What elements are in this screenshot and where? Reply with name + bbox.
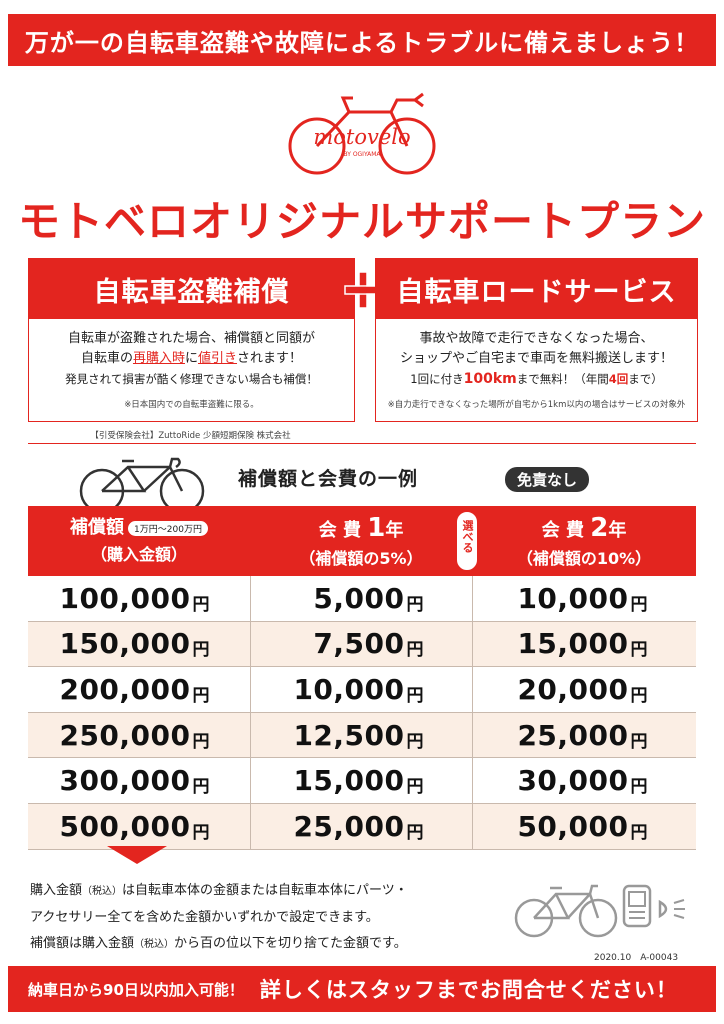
- road-title: 自転車ロードサービス: [376, 259, 697, 319]
- theft-line1: 自転車が盗難された場合、補償額と同額が: [67, 331, 315, 346]
- fee-2year-cell: 15,000 円: [472, 621, 696, 667]
- fee-1year-cell: 25,000 円: [250, 803, 472, 849]
- header-compensation: 補償額 1万円～200万円 （購入金額）: [28, 506, 250, 576]
- fee-1year-cell: 15,000 円: [250, 758, 472, 803]
- compensation-cell: 250,000 円: [59, 718, 210, 752]
- theft-line2: 自転車の再購入時に値引きされます！: [80, 351, 303, 366]
- cycle-computer-icon: [622, 884, 652, 928]
- road-line3: 1回に付き100kmまで無料！（年間4回まで）: [410, 371, 663, 387]
- compensation-cell: 500,000 円: [59, 809, 210, 843]
- header-fee-2year: 会 費 2年 （補償額の10%）: [516, 513, 652, 568]
- note-line2: アクセサリー全てを含めた金額かいずれかで設定できます。: [30, 910, 379, 925]
- choose-badge: 選べる: [455, 510, 479, 572]
- bottom-banner-left: 納車日から90日以内加入可能！: [28, 980, 244, 999]
- table-heading: 補償額と会費の一例: [238, 468, 419, 490]
- logo-text: motovelo: [313, 125, 410, 149]
- compensation-cell: 200,000 円: [59, 672, 210, 706]
- fee-table-body: 100,000 円 5,000 円 10,000 円 150,000 円 7,500 円 …: [28, 576, 696, 850]
- fee-1year-cell: 12,500 円: [250, 712, 472, 758]
- theft-line3: 発見されて損害が酷く修理できない場合も補償！: [65, 372, 318, 386]
- table-row: 200,000 円 10,000 円 20,000 円: [28, 667, 696, 713]
- note-line1: 購入金額（税込）は自転車本体の金額または自転車本体にパーツ・: [30, 883, 408, 898]
- top-banner: 万が一の自転車盗難や故障によるトラブルに備えましょう！: [8, 14, 716, 66]
- underwriter-text: 【引受保険会社】ZuttoRide 少額短期保険 株式会社: [90, 431, 291, 441]
- road-service-box: 自転車ロードサービス 事故や故障で走行できなくなった場合、 ショップやご自宅まで…: [375, 258, 698, 422]
- bottom-banner: 納車日から90日以内加入可能！ 詳しくはスタッフまでお問合せください！: [8, 966, 716, 1012]
- table-row: 150,000 円 7,500 円 15,000 円: [28, 621, 696, 668]
- theft-title: 自転車盗難補償: [29, 259, 354, 319]
- table-row: 250,000 円 12,500 円 25,000 円: [28, 712, 696, 759]
- logo-sub: BY OGIYAMA: [343, 151, 381, 158]
- fee-1year-cell: 7,500 円: [250, 621, 472, 667]
- theft-compensation-box: 自転車盗難補償 自転車が盗難された場合、補償額と同額が 自転車の再購入時に値引き…: [28, 258, 355, 422]
- fee-2year-cell: 25,000 円: [472, 712, 696, 758]
- arrow-down-icon: [107, 846, 167, 864]
- theft-note: ※日本国内での自転車盗難に限る。: [124, 400, 259, 410]
- table-row: 500,000 円 25,000 円 50,000 円: [28, 803, 696, 850]
- note-line3: 補償額は購入金額（税込）から百の位以下を切り捨てた金額です。: [30, 936, 407, 951]
- top-banner-text: 万が一の自転車盗難や故障によるトラブルに備えましょう！: [24, 28, 700, 57]
- range-pill: 1万円～200万円: [128, 520, 208, 536]
- bike-light-icon: [658, 899, 685, 919]
- notes: 購入金額（税込）は自転車本体の金額または自転車本体にパーツ・ アクセサリー全てを…: [30, 878, 408, 958]
- compensation-cell: 100,000 円: [59, 581, 210, 615]
- fee-2year-cell: 30,000 円: [472, 758, 696, 803]
- plan-title: モトベロオリジナルサポートプラン: [17, 197, 706, 246]
- fee-2year-cell: 10,000 円: [472, 576, 696, 621]
- fee-1year-cell: 10,000 円: [250, 667, 472, 712]
- fee-2year-cell: 20,000 円: [472, 667, 696, 712]
- bottom-banner-right: 詳しくはスタッフまでお問合せください！: [259, 978, 678, 1002]
- road-line2: ショップやご自宅まで車両を無料搬送します！: [399, 351, 673, 366]
- no-deductible-badge: 免責なし: [505, 467, 590, 492]
- road-line1: 事故や故障で走行できなくなった場合、: [419, 331, 654, 346]
- table-row: 100,000 円 5,000 円 10,000 円: [28, 576, 696, 622]
- fee-2year-cell: 50,000 円: [472, 803, 696, 849]
- compensation-cell: 300,000 円: [59, 764, 210, 798]
- compensation-cell: 150,000 円: [59, 627, 210, 661]
- divider: [28, 443, 696, 444]
- document-code: 2020.10 A-00043: [594, 953, 679, 963]
- bicycle-icon: [514, 884, 618, 938]
- road-note: ※自力走行できなくなった場所が自宅から1km以内の場合はサービスの対象外: [387, 400, 686, 410]
- header-fee-1year: 会 費 1年 （補償額の5%）: [299, 513, 423, 568]
- fee-1year-cell: 5,000 円: [250, 576, 472, 621]
- motovelo-logo: motovelo BY OGIYAMA: [288, 92, 436, 175]
- table-header: 補償額 1万円～200万円 （購入金額） 会 費 1年 （補償額の5%） 会 費 …: [28, 506, 696, 576]
- table-row: 300,000 円 15,000 円 30,000 円: [28, 758, 696, 804]
